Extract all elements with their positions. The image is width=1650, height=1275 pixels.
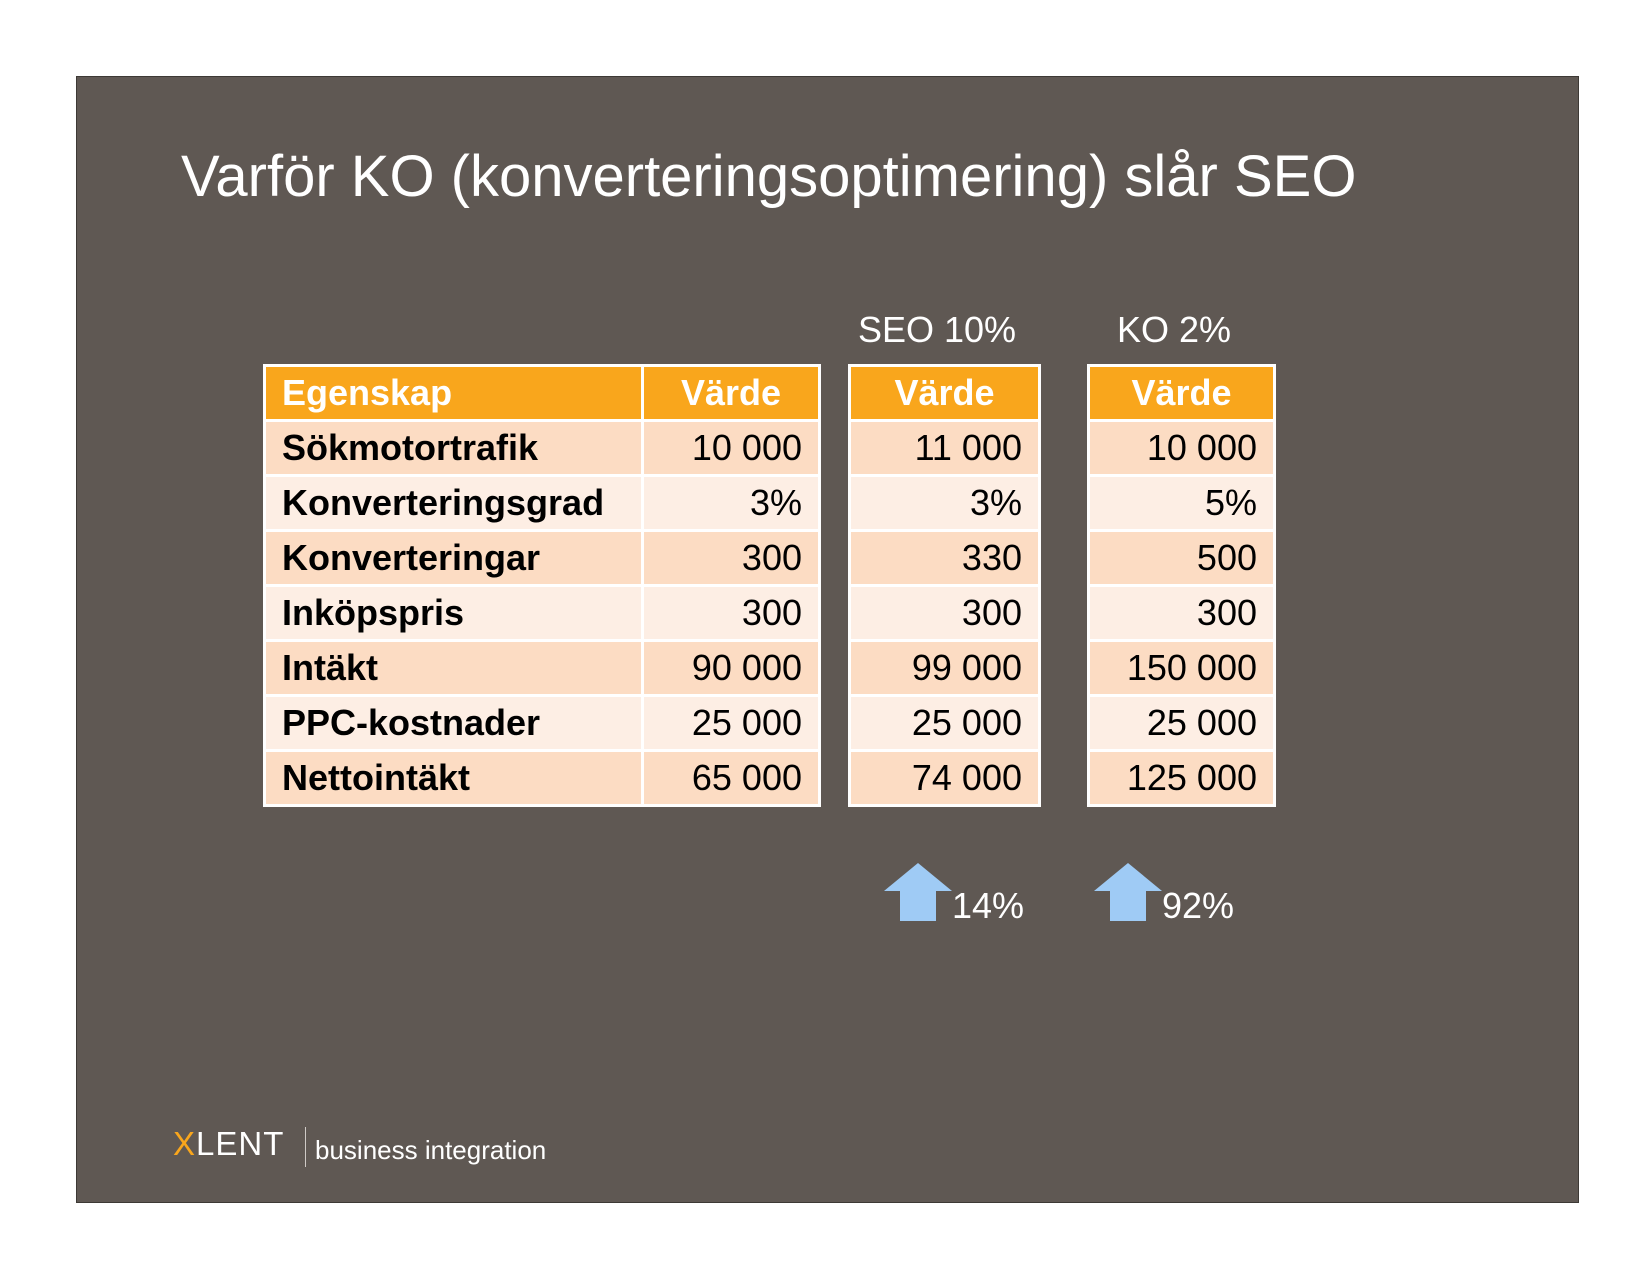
row-value: 25 000 [641, 694, 821, 752]
ko-value: 10 000 [1087, 419, 1276, 477]
row-label: Inköpspris [263, 584, 644, 642]
table-row: 10 000 [1087, 419, 1276, 477]
logo-divider [305, 1127, 306, 1167]
ko-column-header: KO 2% [1116, 309, 1232, 350]
seo-value: 74 000 [848, 749, 1041, 807]
table-row: 3% [848, 474, 1041, 532]
ko-value: 150 000 [1087, 639, 1276, 697]
row-label: Nettointäkt [263, 749, 644, 807]
seo-table: Värde 11 000 3% 330 300 99 000 25 000 74… [848, 364, 1041, 807]
seo-value: 3% [848, 474, 1041, 532]
table-row: Sökmotortrafik 10 000 [263, 419, 821, 477]
seo-table-header-row: Värde [848, 364, 1041, 422]
table-row: 300 [848, 584, 1041, 642]
ko-value: 25 000 [1087, 694, 1276, 752]
ko-table: Värde 10 000 5% 500 300 150 000 25 000 1… [1087, 364, 1276, 807]
table-row: 500 [1087, 529, 1276, 587]
table-row: Inköpspris 300 [263, 584, 821, 642]
seo-value: 25 000 [848, 694, 1041, 752]
row-label: PPC-kostnader [263, 694, 644, 752]
row-label: Intäkt [263, 639, 644, 697]
row-value: 90 000 [641, 639, 821, 697]
table-row: PPC-kostnader 25 000 [263, 694, 821, 752]
logo-subtitle: business integration [315, 1135, 547, 1165]
table-row: 74 000 [848, 749, 1041, 807]
seo-value: 11 000 [848, 419, 1041, 477]
table-row: 330 [848, 529, 1041, 587]
slide: Varför KO (konverteringsoptimering) slår… [76, 76, 1579, 1203]
table-row: Intäkt 90 000 [263, 639, 821, 697]
base-table-header-row: Egenskap Värde [263, 364, 821, 422]
value-header: Värde [641, 364, 821, 422]
seo-value: 300 [848, 584, 1041, 642]
seo-value: 99 000 [848, 639, 1041, 697]
table-row: 25 000 [848, 694, 1041, 752]
table-row: Konverteringar 300 [263, 529, 821, 587]
table-row: 150 000 [1087, 639, 1276, 697]
ko-increase-label: 92% [1162, 885, 1235, 926]
seo-value-header: Värde [848, 364, 1041, 422]
ko-value: 500 [1087, 529, 1276, 587]
row-value: 10 000 [641, 419, 821, 477]
slide-title: Varför KO (konverteringsoptimering) slår… [181, 144, 1357, 209]
table-row: Nettointäkt 65 000 [263, 749, 821, 807]
logo-wordmark: XLENT [173, 1125, 284, 1163]
row-label: Konverteringar [263, 529, 644, 587]
logo-x-letter: X [173, 1125, 197, 1162]
ko-value: 125 000 [1087, 749, 1276, 807]
logo-mark-rest: LENT [196, 1125, 285, 1162]
row-label: Sökmotortrafik [263, 419, 644, 477]
row-value: 300 [641, 584, 821, 642]
seo-increase-label: 14% [952, 885, 1025, 926]
row-value: 65 000 [641, 749, 821, 807]
ko-value: 300 [1087, 584, 1276, 642]
row-value: 3% [641, 474, 821, 532]
table-row: 125 000 [1087, 749, 1276, 807]
ko-table-header-row: Värde [1087, 364, 1276, 422]
property-header: Egenskap [263, 364, 644, 422]
table-row: 99 000 [848, 639, 1041, 697]
seo-column-header: SEO 10% [857, 309, 1017, 350]
base-table: Egenskap Värde Sökmotortrafik 10 000 Kon… [263, 364, 821, 807]
table-row: 300 [1087, 584, 1276, 642]
table-row: 5% [1087, 474, 1276, 532]
table-row: 11 000 [848, 419, 1041, 477]
table-row: Konverteringsgrad 3% [263, 474, 821, 532]
ko-value-header: Värde [1087, 364, 1276, 422]
ko-value: 5% [1087, 474, 1276, 532]
seo-value: 330 [848, 529, 1041, 587]
row-value: 300 [641, 529, 821, 587]
table-row: 25 000 [1087, 694, 1276, 752]
up-arrow-icon [884, 863, 952, 921]
row-label: Konverteringsgrad [263, 474, 644, 532]
up-arrow-icon [1094, 863, 1162, 921]
